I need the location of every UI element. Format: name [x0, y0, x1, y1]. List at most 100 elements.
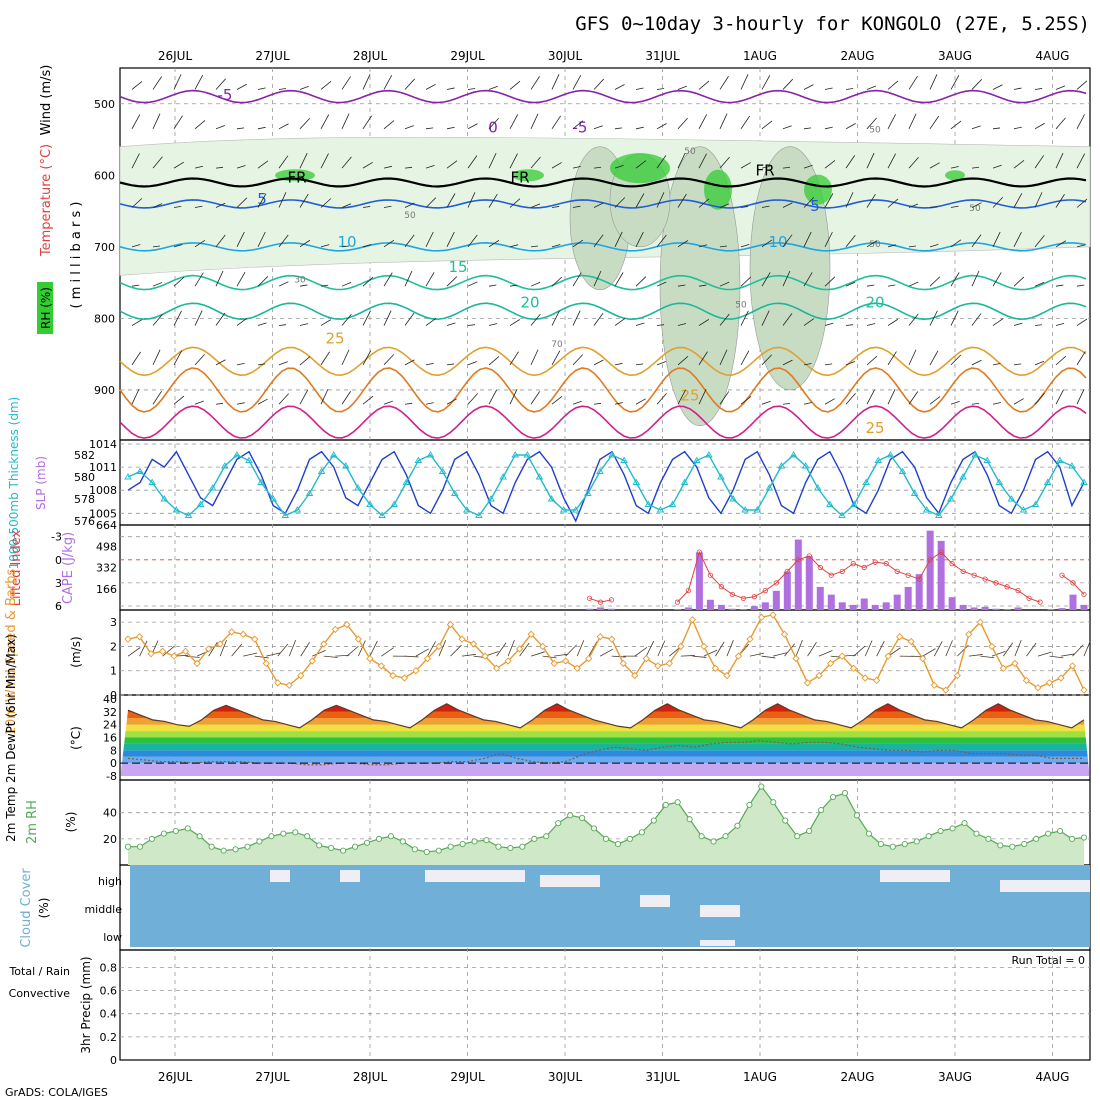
- lifted-index-marker: [971, 572, 977, 578]
- wind-barb: [593, 359, 604, 366]
- thickness-marker: [450, 489, 459, 496]
- lifted-index-marker: [707, 572, 713, 578]
- wind-barb: [1013, 231, 1022, 248]
- wind10m-barb: [600, 648, 614, 657]
- wind-barb: [656, 88, 665, 90]
- y-tick-temp2m: -8: [106, 770, 117, 783]
- wind-barb: [320, 244, 330, 248]
- thickness-marker: [571, 506, 580, 513]
- y-tick-thickness: 578: [74, 493, 95, 506]
- wind10m-marker: [147, 650, 155, 658]
- lifted-index-marker: [1081, 591, 1087, 598]
- wind-barb: [677, 117, 688, 130]
- wind10m-barb: [772, 652, 787, 657]
- wind10m-marker: [919, 654, 927, 663]
- rh2m-marker: [698, 833, 705, 840]
- wind10m-barb: [369, 640, 378, 657]
- rh2m-marker: [304, 833, 311, 840]
- wind-barb: [488, 193, 498, 208]
- thickness-marker: [983, 456, 991, 463]
- date-label-bottom: 30JUL: [548, 1070, 583, 1084]
- thickness-marker: [934, 511, 943, 518]
- wind10m-barb: [427, 641, 436, 657]
- wind-barb: [950, 120, 962, 130]
- temp-band: [120, 724, 1090, 732]
- rh2m-marker: [495, 843, 502, 850]
- rh2m-marker: [184, 825, 191, 832]
- wind-barb: [131, 319, 142, 326]
- wind-barb: [152, 76, 163, 90]
- wind10m-marker: [850, 664, 858, 672]
- wind-barb: [320, 198, 332, 208]
- wind10m-marker: [896, 633, 904, 641]
- wind-barb: [425, 231, 434, 248]
- wind-barb: [929, 396, 941, 405]
- thickness-marker: [959, 473, 967, 480]
- thickness-marker: [499, 473, 507, 480]
- wind-barb: [740, 162, 751, 169]
- wind-barb: [572, 75, 582, 90]
- wind-barb: [572, 354, 584, 366]
- lifted-index-marker: [773, 580, 779, 586]
- lifted-index-marker: [850, 561, 856, 567]
- isotherm-30: [119, 367, 1087, 413]
- wind-barb: [320, 319, 331, 326]
- temp-band: [120, 763, 1090, 776]
- wind-barb: [320, 81, 332, 90]
- wind10m-marker: [481, 652, 489, 660]
- rh2m-marker: [925, 833, 932, 840]
- contour-label: 50: [684, 147, 696, 157]
- wind-barb: [698, 244, 708, 248]
- wind-barb: [173, 395, 185, 405]
- wind-barb: [908, 349, 917, 366]
- wind-barb: [215, 359, 226, 366]
- wind-barb: [614, 231, 623, 248]
- wind10m-marker: [792, 654, 800, 663]
- wind-barb: [824, 87, 833, 90]
- wind-barb: [425, 402, 434, 405]
- wind-barb: [908, 75, 918, 90]
- wind-barb: [383, 239, 395, 248]
- cape-bar: [695, 552, 703, 610]
- wind10m-barb: [266, 652, 281, 657]
- wind-barb: [593, 78, 604, 90]
- cape-bar: [673, 609, 681, 610]
- wind-barb: [1013, 322, 1023, 326]
- thickness-marker: [765, 484, 774, 491]
- wind-barb: [593, 234, 604, 248]
- lifted-index-marker: [795, 557, 801, 563]
- lifted-index-marker: [938, 549, 944, 555]
- rh2m-marker: [638, 829, 645, 836]
- wind10m-barb: [611, 655, 626, 658]
- thickness-marker: [826, 500, 834, 507]
- rh-shade-mid: [749, 146, 831, 391]
- wind-barb: [845, 235, 856, 248]
- contour-label: 5: [810, 197, 820, 215]
- wind10m-marker: [631, 671, 639, 680]
- wind-barb: [341, 113, 350, 129]
- wind-barb: [446, 363, 455, 366]
- rh2m-marker: [268, 833, 275, 840]
- y-tick-pressure: 900: [94, 384, 115, 397]
- contour-label: 10: [337, 233, 356, 251]
- rh2m-marker: [841, 790, 849, 797]
- y-tick-temp2m: 40: [103, 693, 117, 706]
- wind-barb: [698, 319, 710, 326]
- wind-barb: [131, 388, 140, 405]
- wind-barb: [278, 192, 287, 208]
- wind-barb: [509, 80, 521, 90]
- wind10m-barb: [945, 640, 953, 657]
- wind10m-marker: [239, 630, 247, 638]
- lifted-index-marker: [1004, 584, 1010, 590]
- wind-barb: [593, 402, 602, 405]
- wind-barb: [761, 239, 773, 248]
- wind-barb: [740, 310, 749, 326]
- wind-barb: [467, 361, 477, 366]
- wind10m-marker: [469, 640, 478, 648]
- wind-barb: [950, 354, 962, 366]
- rh2m-marker: [328, 844, 335, 852]
- rh2m-marker: [208, 843, 215, 850]
- wind-barb: [908, 313, 919, 326]
- lifted-index-marker: [1026, 595, 1032, 601]
- wind-barb: [593, 270, 602, 287]
